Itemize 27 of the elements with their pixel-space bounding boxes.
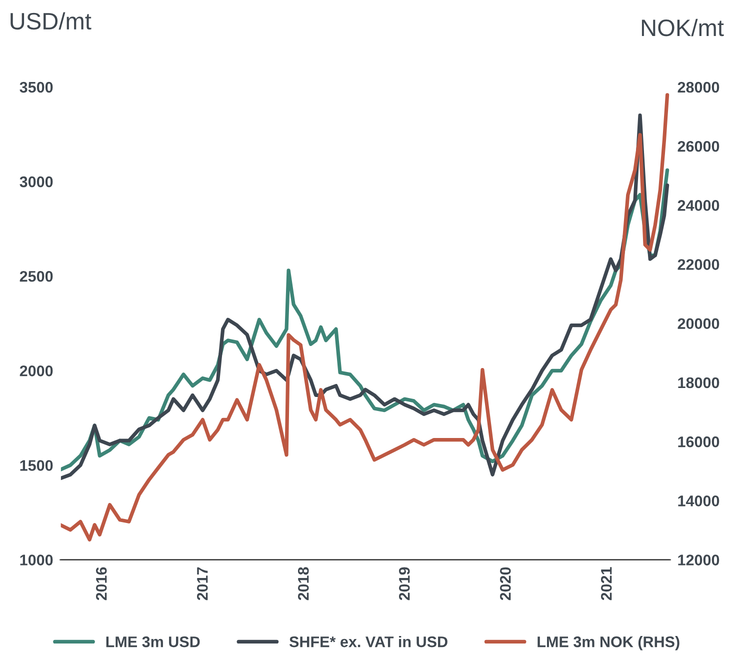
y2-tick-label: 24000 <box>678 200 720 211</box>
x-tick-label: 2018 <box>298 567 309 600</box>
y2-tick-label: 28000 <box>678 82 720 93</box>
legend-label: SHFE* ex. VAT in USD <box>289 636 448 648</box>
y-tick-label: 2500 <box>20 270 53 282</box>
y2-tick-label: 20000 <box>678 318 720 330</box>
y2-tick-label: 12000 <box>678 554 720 566</box>
x-tick-label: 2017 <box>196 567 208 600</box>
y2-tick-label: 14000 <box>678 496 720 506</box>
legend-label: LME 3m NOK (RHS) <box>538 636 680 650</box>
y-tick-label: 1000 <box>20 554 53 566</box>
y-axis-title: USD/mt <box>10 12 92 30</box>
y-tick-label: 2000 <box>20 366 53 376</box>
y-tick-label: 3000 <box>20 176 53 188</box>
x-tick-label: 2020 <box>500 567 511 600</box>
legend-label: LME 3m USD <box>106 636 200 648</box>
y2-tick-label: 22000 <box>678 259 720 270</box>
x-tick-label: 2019 <box>398 567 410 600</box>
y2-tick-label: 18000 <box>678 377 720 388</box>
y-tick-label: 1500 <box>20 460 53 471</box>
x-tick-label: 2016 <box>96 567 107 600</box>
x-tick-label: 2021 <box>600 567 612 600</box>
y2-axis-title: NOK/mt <box>642 18 724 36</box>
y2-tick-label: 16000 <box>678 436 720 448</box>
y-tick-label: 3500 <box>20 82 53 93</box>
line-series <box>60 93 670 542</box>
y2-tick-label: 26000 <box>678 140 720 152</box>
